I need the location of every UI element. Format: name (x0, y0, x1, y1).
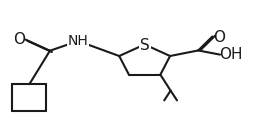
Text: OH: OH (219, 47, 242, 62)
Text: NH: NH (68, 34, 89, 48)
Text: S: S (140, 38, 150, 53)
Text: O: O (13, 32, 25, 47)
Text: O: O (213, 30, 225, 45)
